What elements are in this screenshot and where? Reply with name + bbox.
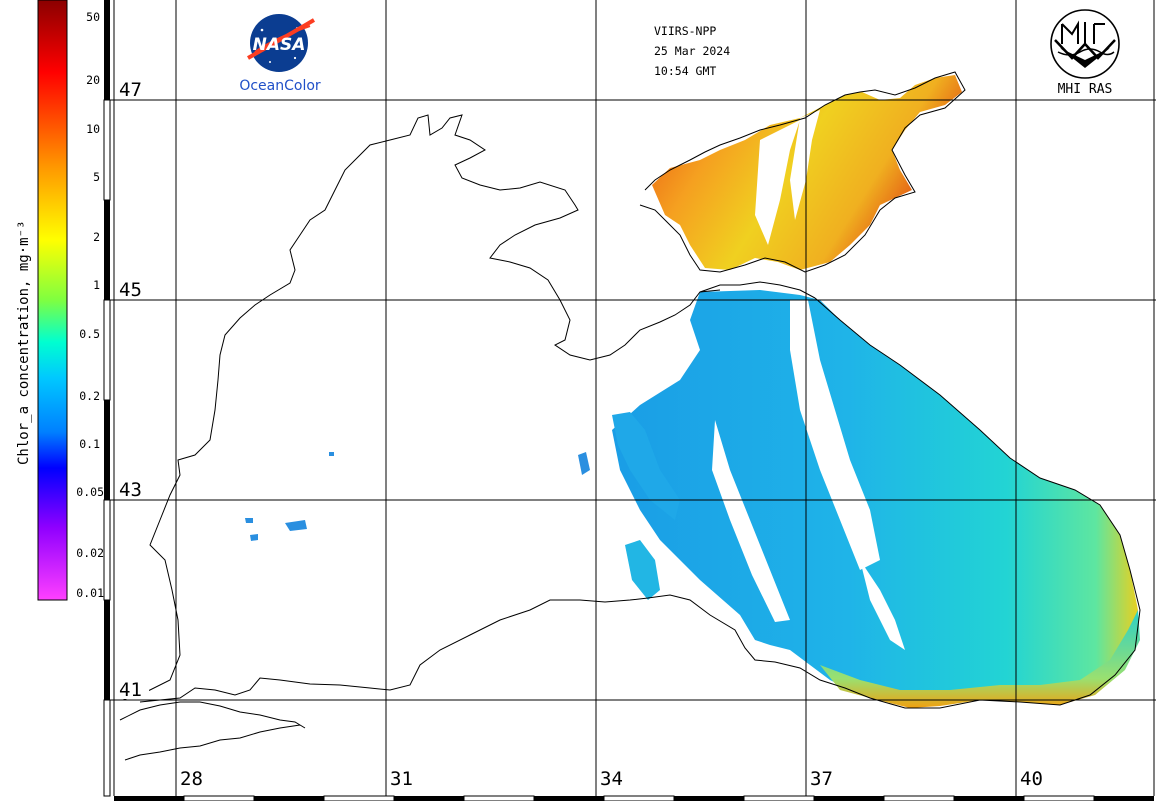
graticule <box>106 0 1156 796</box>
cbar-tick-20: 20 <box>86 73 100 87</box>
nasa-logo: NASA OceanColor <box>239 14 321 94</box>
lat-label-41: 41 <box>119 679 142 701</box>
small-patch <box>329 452 334 456</box>
oceancolor-wordmark: OceanColor <box>239 78 321 94</box>
bottom-scale-bar <box>114 795 1154 801</box>
cbar-tick-0.05: 0.05 <box>76 485 104 499</box>
lon-label-28: 28 <box>180 768 203 790</box>
kerch-coast <box>699 281 816 299</box>
cbar-tick-2: 2 <box>93 230 100 244</box>
left-scale-bar <box>103 0 111 797</box>
lon-label-40: 40 <box>1020 768 1043 790</box>
east-coast <box>139 297 1141 709</box>
header-info: VIIRS-NPP 25 Mar 2024 10:54 GMT <box>654 24 730 78</box>
south-chl-fringe <box>820 610 1140 708</box>
satellite-name: VIIRS-NPP <box>654 24 716 38</box>
cbar-tick-0.1: 0.1 <box>79 437 100 451</box>
image-date: 25 Mar 2024 <box>654 44 730 58</box>
cbar-tick-1: 1 <box>93 278 100 292</box>
chlorophyll-data-layer <box>245 75 1140 708</box>
cbar-tick-0.01: 0.01 <box>76 586 104 600</box>
cbar-tick-5: 5 <box>93 170 100 184</box>
small-patch <box>285 520 307 531</box>
azov-cloud-gap <box>755 120 800 245</box>
west-north-coast <box>122 114 721 701</box>
bosphorus-coast <box>119 701 306 761</box>
mhi-ras-wordmark: MHI RAS <box>1058 82 1113 97</box>
azov-cloud-gap <box>790 110 820 220</box>
west-chl-patch <box>612 412 680 520</box>
mhi-ras-logo: MHI RAS <box>1050 9 1120 97</box>
small-patch <box>578 452 590 475</box>
lat-labels: 47 45 43 41 <box>117 78 149 701</box>
lon-labels: 28 31 34 37 40 <box>180 768 1043 790</box>
west-chl-patch <box>625 540 660 600</box>
image-time: 10:54 GMT <box>654 64 716 78</box>
cbar-tick-0.5: 0.5 <box>79 327 100 341</box>
cloud-streak <box>712 420 790 622</box>
coastline-layer <box>119 71 1141 761</box>
lon-label-37: 37 <box>810 768 833 790</box>
lon-label-31: 31 <box>390 768 413 790</box>
lon-label-34: 34 <box>600 768 623 790</box>
colorbar-title: Chlor_a concentration, mg·m⁻³ <box>16 221 32 465</box>
lat-label-47: 47 <box>119 79 142 101</box>
nasa-wordmark: NASA <box>253 35 306 55</box>
cloud-streak <box>790 300 880 570</box>
small-patch <box>250 534 258 541</box>
cbar-tick-50: 50 <box>86 10 100 24</box>
azov-coast <box>639 71 966 273</box>
small-patch <box>245 518 253 523</box>
east-chl-patch <box>612 290 1138 705</box>
cbar-tick-10: 10 <box>86 122 100 136</box>
lat-label-45: 45 <box>119 279 142 301</box>
cbar-tick-0.2: 0.2 <box>79 389 100 403</box>
colorbar: Chlor_a concentration, mg·m⁻³ 50 20 10 5… <box>16 0 104 601</box>
cbar-tick-0.02: 0.02 <box>76 546 104 560</box>
cloud-streak <box>860 560 905 650</box>
lat-label-43: 43 <box>119 479 142 501</box>
